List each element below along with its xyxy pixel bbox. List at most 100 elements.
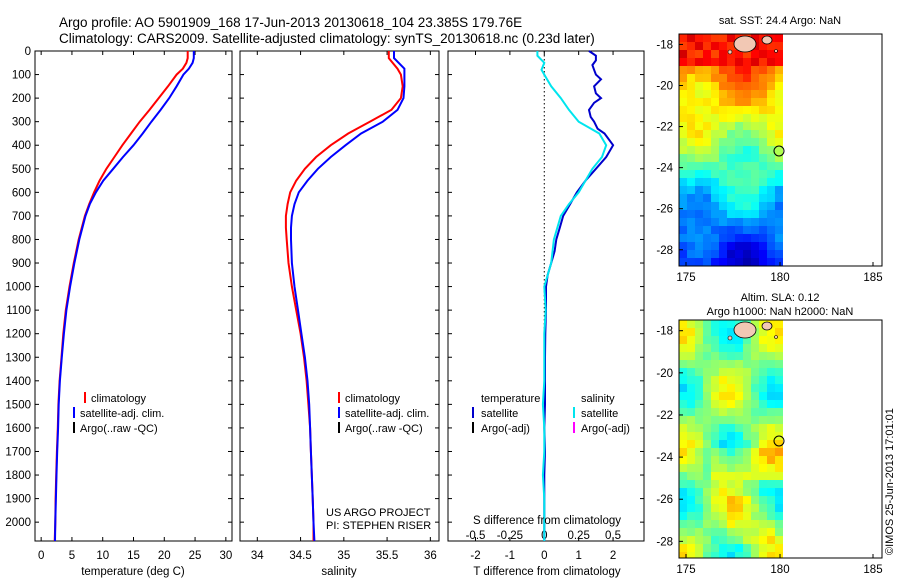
sla-cell (759, 512, 767, 520)
sst-cell (743, 74, 751, 82)
sst-cell (775, 202, 783, 210)
sla-cell (727, 528, 735, 536)
sst-cell (743, 202, 751, 210)
island (761, 35, 773, 45)
map-y-tick-label: -26 (656, 204, 673, 216)
difference-x-ticks: -2 -1 0 1 2 (470, 51, 616, 562)
sst-cell (751, 90, 759, 98)
x-tick-label: 25 (189, 550, 202, 562)
sla-cell (759, 376, 767, 384)
sla-cell (719, 504, 727, 512)
sla-cell (695, 448, 703, 456)
sst-cell (695, 162, 703, 170)
sla-cell (735, 504, 743, 512)
sla-cell (687, 360, 695, 368)
sst-cell (703, 250, 711, 258)
sla-cell (751, 528, 759, 536)
salinity-xlabel: salinity (321, 566, 356, 578)
sst-cell (719, 66, 727, 74)
sst-cell (767, 242, 775, 250)
island (727, 49, 733, 55)
sst-cell (735, 194, 743, 202)
map-y-tick-label: -18 (656, 326, 673, 338)
x-tick-label: 15 (127, 550, 140, 562)
sla-cell (679, 368, 687, 376)
sla-cell (695, 456, 703, 464)
sla-cell (727, 544, 735, 552)
sla-cell (711, 328, 719, 336)
sst-cell (687, 162, 695, 170)
sst-cell (775, 42, 783, 50)
sst-cell (767, 58, 775, 66)
sla-cell (719, 544, 727, 552)
legend-label-temp-argo: Argo(-adj) (481, 423, 530, 435)
sst-cell (735, 74, 743, 82)
sst-cell (695, 178, 703, 186)
depth-tick-label: 0 (25, 46, 31, 58)
sst-cell (743, 210, 751, 218)
sla-cell (775, 336, 783, 344)
sla-cell (767, 480, 775, 488)
sst-cell (767, 162, 775, 170)
sst-cell (727, 210, 735, 218)
project-annotation-line1: US ARGO PROJECT (326, 507, 431, 519)
sla-cell (759, 464, 767, 472)
sla-cell (703, 480, 711, 488)
sst-cell (687, 242, 695, 250)
sst-cell (679, 226, 687, 234)
sst-cell (735, 218, 743, 226)
sla-cell (703, 488, 711, 496)
sst-cell (687, 234, 695, 242)
sla-cell (751, 480, 759, 488)
x-tick-label: 35 (337, 550, 350, 562)
legend-label-argo: Argo(..raw -QC) (80, 423, 158, 435)
legend-label-temp-satellite: satellite (481, 408, 518, 420)
sla-cell (711, 448, 719, 456)
sla-cell (759, 416, 767, 424)
sst-cell (751, 114, 759, 122)
sla-cell (687, 448, 695, 456)
sla-cell (743, 424, 751, 432)
sla-cell (679, 528, 687, 536)
sst-cell (751, 226, 759, 234)
sst-cell (687, 218, 695, 226)
sla-cell (727, 360, 735, 368)
sst-cell (751, 138, 759, 146)
sst-cell (735, 250, 743, 258)
sla-cell (743, 384, 751, 392)
sla-cell (767, 352, 775, 360)
sla-cell (695, 408, 703, 416)
sla-cell (711, 408, 719, 416)
sst-cell (759, 50, 767, 58)
sla-cell (775, 448, 783, 456)
sst-cell (767, 74, 775, 82)
sst-cell (703, 186, 711, 194)
sst-cell (679, 58, 687, 66)
sst-cell (719, 194, 727, 202)
sla-cell (703, 504, 711, 512)
sla-cell (743, 496, 751, 504)
sst-cell (695, 202, 703, 210)
sst-cell (679, 42, 687, 50)
sla-cell (695, 440, 703, 448)
sst-cell (719, 58, 727, 66)
sst-cell (719, 146, 727, 154)
sla-cell (719, 448, 727, 456)
sst-cell (719, 42, 727, 50)
sla-cell (775, 352, 783, 360)
sla-cell (775, 360, 783, 368)
sst-cell (727, 202, 735, 210)
map-x-tick-label: 175 (676, 272, 695, 284)
sla-cell (679, 320, 687, 328)
sla-cell (743, 360, 751, 368)
sla-cell (767, 456, 775, 464)
sla-cell (743, 392, 751, 400)
sst-cell (695, 98, 703, 106)
map-y-tick-label: -18 (656, 39, 673, 51)
sst-cell (703, 42, 711, 50)
sst-cell (751, 130, 759, 138)
sla-cell (735, 392, 743, 400)
sla-cell (703, 320, 711, 328)
sla-cell (687, 392, 695, 400)
sst-cell (743, 146, 751, 154)
